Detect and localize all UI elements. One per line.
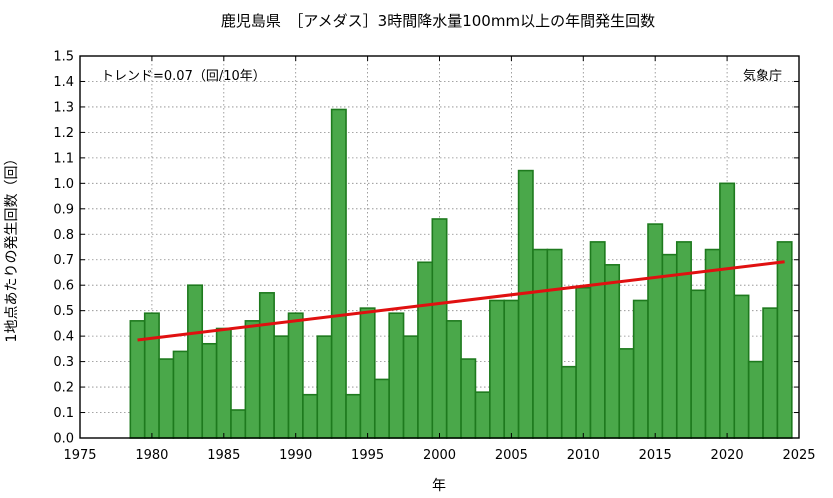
y-tick-label: 0.5 [53,304,74,319]
bar-2023 [762,307,779,439]
bar-2001 [445,320,462,439]
bar-2019 [704,248,721,439]
bar-1980 [143,312,160,439]
chart-title: 鹿児島県 ［アメダス］3時間降水量100mm以上の年間発生回数 [221,12,655,30]
bar-1995 [359,307,376,439]
x-tick-label: 1975 [63,448,96,463]
trend-annotation: トレンド=0.07（回/10年） [101,69,266,84]
y-tick-label: 0.9 [53,202,74,217]
bar-2008 [546,248,563,439]
y-tick-label: 0.7 [53,253,74,268]
y-axis-label: 1地点あたりの発生回数（回） [4,152,20,343]
bar-2003 [474,391,491,439]
bar-1992 [316,335,333,439]
bar-1986 [230,409,247,439]
y-tick-label: 1.2 [53,126,74,141]
x-axis-label: 年 [432,478,446,494]
y-tick-label: 1.4 [53,75,74,90]
bar-2002 [460,358,477,439]
bar-2009 [560,365,577,439]
bar-1993 [330,108,347,439]
bar-2013 [618,348,635,439]
y-tick-label: 1.1 [53,151,74,166]
y-tick-label: 0.2 [53,381,74,396]
bar-2015 [647,223,664,439]
y-tick-label: 0.6 [53,279,74,294]
x-tick-label: 1985 [207,448,240,463]
bar-1998 [402,335,419,439]
y-tick-label: 0.1 [53,406,74,421]
bar-1982 [172,350,189,439]
bar-1991 [302,393,319,439]
bar-1983 [187,284,204,439]
bar-2012 [604,264,621,439]
bar-2014 [632,299,649,439]
bar-2016 [661,253,678,439]
bar-2010 [575,286,592,439]
bar-2005 [503,299,520,439]
trend-line [137,260,785,342]
y-tick-label: 1.3 [53,100,74,115]
x-tick-label: 2000 [423,448,456,463]
bar-2004 [489,299,506,439]
x-tick-label: 2025 [782,448,815,463]
bar-1990 [287,312,304,439]
bar-1981 [158,358,175,439]
bar-2000 [431,218,448,439]
bar-2024 [776,241,793,439]
y-tick-label: 0.8 [53,228,74,243]
bar-2006 [517,169,534,439]
bar-1987 [244,320,261,439]
y-tick-label: 0.0 [53,432,74,447]
bar-1996 [373,378,390,439]
bar-1988 [258,292,275,439]
bar-1997 [388,312,405,439]
bar-1985 [215,327,232,439]
bar-1989 [273,335,290,439]
y-tick-label: 0.3 [53,355,74,370]
bar-2017 [675,241,692,439]
x-tick-label: 2015 [639,448,672,463]
y-tick-label: 1.5 [53,50,74,65]
x-tick-label: 1990 [279,448,312,463]
x-tick-label: 1995 [351,448,384,463]
x-ticks: 1975 1980 1985 1990 1995 2000 2005 2010 2015 2020… [63,56,816,463]
bar-1994 [345,393,362,439]
bar-2022 [747,360,764,439]
x-tick-label: 1980 [135,448,168,463]
bar-2007 [532,248,549,439]
x-tick-label: 2010 [567,448,600,463]
x-tick-label: 2020 [711,448,744,463]
y-tick-label: 1.0 [53,177,74,192]
bar-2011 [589,241,606,439]
trend-layer [137,260,785,342]
bar-1984 [201,342,218,439]
bar-2018 [690,289,707,439]
y-tick-label: 0.4 [53,330,74,345]
bar-1999 [417,261,434,439]
source-label: 気象庁 [743,68,782,84]
bar-2020 [719,182,736,439]
bar-2021 [733,294,750,439]
y-ticks: 0.0 0.1 0.2 0.3 0.4 0.5 0.6 0.7 0.8 0.9 1.0 1.1 1.2 1… [53,50,799,447]
x-tick-label: 2005 [495,448,528,463]
